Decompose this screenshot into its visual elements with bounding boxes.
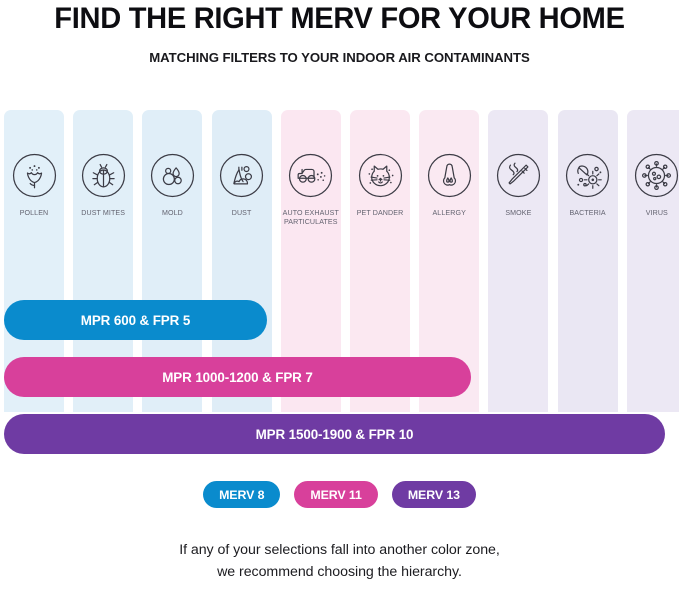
merv11-range-bar: MPR 1000-1200 & FPR 7 (4, 357, 471, 397)
cat-face-icon (357, 152, 404, 199)
legend-pill-merv-13: MERV 13 (391, 481, 476, 508)
merv8-range-bar-label: MPR 600 & FPR 5 (80, 312, 191, 328)
footer-note-line-2: we recommend choosing the hierarchy. (217, 563, 462, 580)
legend-pill-label: MERV 8 (219, 487, 265, 502)
mold-spores-icon (149, 152, 196, 199)
dust-mite-bug-icon (80, 152, 127, 199)
virus-icon (633, 152, 679, 199)
contaminant-column-virus: VIRUS (626, 110, 679, 412)
merv-legend: MERV 8 MERV 11 MERV 13 (0, 481, 679, 508)
contaminant-label: VIRUS (645, 209, 668, 217)
contaminant-label: PET DANDER (356, 209, 404, 217)
page-subtitle: MATCHING FILTERS TO YOUR INDOOR AIR CONT… (149, 50, 530, 65)
footer-note: If any of your selections fall into anot… (0, 540, 679, 583)
contaminant-label: DUST MITES (81, 209, 126, 217)
contaminant-label: MOLD (161, 209, 183, 217)
cigarette-smoke-icon (495, 152, 542, 199)
header: FIND THE RIGHT MERV FOR YOUR HOME MATCHI… (0, 0, 679, 65)
legend-pill-merv-11: MERV 11 (294, 481, 378, 508)
contaminant-column-bacteria: BACTERIA (557, 110, 618, 412)
footer-note-line-1: If any of your selections fall into anot… (179, 542, 500, 558)
merv8-range-bar: MPR 600 & FPR 5 (4, 300, 267, 340)
legend-pill-label: MERV 13 (407, 487, 460, 502)
contaminant-label: ALLERGY (432, 209, 466, 217)
dust-pile-icon (218, 152, 265, 199)
contaminant-label: AUTO EXHAUST PARTICULATES (282, 209, 339, 227)
flower-pollen-icon (11, 152, 58, 199)
legend-pill-label: MERV 11 (310, 487, 362, 502)
merv13-range-bar: MPR 1500-1900 & FPR 10 (4, 414, 665, 454)
merv11-range-bar-label: MPR 1000-1200 & FPR 7 (162, 369, 313, 385)
page-title: FIND THE RIGHT MERV FOR YOUR HOME (54, 2, 625, 35)
contaminant-label: SMOKE (505, 209, 532, 217)
contaminant-label: POLLEN (19, 209, 49, 217)
bacteria-icon (564, 152, 611, 199)
car-exhaust-icon (287, 152, 334, 199)
merv13-range-bar-label: MPR 1500-1900 & FPR 10 (255, 426, 414, 442)
contaminant-label: DUST (231, 209, 252, 217)
contaminant-column-smoke: SMOKE (488, 110, 549, 412)
contaminant-label: BACTERIA (569, 209, 606, 217)
legend-pill-merv-8: MERV 8 (203, 481, 281, 508)
nose-allergy-icon (426, 152, 473, 199)
